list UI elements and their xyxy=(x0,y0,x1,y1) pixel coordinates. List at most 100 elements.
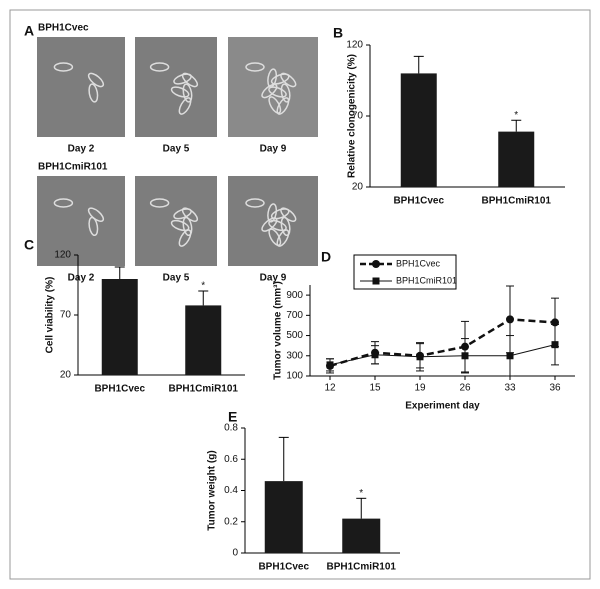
cell xyxy=(268,219,287,232)
y-axis-label: Tumor volume (mm³) xyxy=(273,281,284,380)
marker xyxy=(371,351,379,359)
y-axis-label: Tumor weight (g) xyxy=(207,450,218,530)
cell xyxy=(267,203,278,223)
x-tick-label: 12 xyxy=(324,383,336,394)
legend-box xyxy=(353,254,457,290)
y-axis-label: Cell viability (%) xyxy=(45,277,56,354)
annotation: * xyxy=(514,110,518,121)
cell xyxy=(53,62,74,72)
cell xyxy=(261,217,278,232)
bar xyxy=(342,518,381,553)
cell xyxy=(268,96,282,114)
panel-letter: C xyxy=(24,237,34,253)
group-label: BPH1CmiR101 xyxy=(38,162,108,173)
series-line xyxy=(329,318,556,368)
y-tick-label: 0 xyxy=(232,548,238,559)
y-tick-label: 700 xyxy=(286,310,303,321)
cell xyxy=(267,68,278,88)
cell xyxy=(280,83,291,103)
x-tick-label: BPH1CmiR101 xyxy=(482,196,552,207)
y-axis-label: Relative clonogenicity (%) xyxy=(347,54,358,178)
y-tick-label: 120 xyxy=(54,250,71,261)
x-tick-label: BPH1CmiR101 xyxy=(169,384,239,395)
cell xyxy=(88,83,99,103)
cell xyxy=(178,229,192,247)
marker xyxy=(326,361,334,369)
marker xyxy=(372,260,380,268)
cell xyxy=(270,73,290,85)
y-tick-label: 300 xyxy=(286,350,303,361)
panel-letter: D xyxy=(321,249,331,265)
x-axis-label: Experiment day xyxy=(405,401,480,412)
y-tick-label: 20 xyxy=(60,370,72,381)
bar xyxy=(264,481,303,553)
cell xyxy=(268,86,287,98)
y-tick-label: 0.6 xyxy=(224,454,238,465)
x-tick-label: 15 xyxy=(369,383,381,394)
y-tick-label: 900 xyxy=(286,290,303,301)
marker xyxy=(506,315,514,324)
day-label: Day 5 xyxy=(163,273,190,284)
cell xyxy=(88,216,99,237)
marker xyxy=(416,353,424,361)
panel-letter: A xyxy=(24,23,34,39)
micrograph xyxy=(37,37,125,137)
cell xyxy=(182,83,193,103)
bar xyxy=(400,73,437,187)
annotation: * xyxy=(359,488,363,499)
x-tick-label: BPH1Cvec xyxy=(393,196,444,207)
y-tick-label: 500 xyxy=(286,330,303,341)
annotation: * xyxy=(201,281,205,292)
y-tick-label: 0.4 xyxy=(224,485,238,496)
cell xyxy=(280,216,291,237)
day-label: Day 9 xyxy=(260,144,287,155)
cell xyxy=(87,72,105,88)
cell xyxy=(173,73,192,85)
micrograph xyxy=(37,176,125,266)
x-tick-label: 19 xyxy=(414,383,426,394)
cell xyxy=(149,198,170,208)
marker xyxy=(551,341,559,349)
day-label: Day 9 xyxy=(260,273,287,284)
y-tick-label: 0.2 xyxy=(224,516,238,527)
y-tick-label: 0.8 xyxy=(224,423,238,434)
group-label: BPH1Cvec xyxy=(38,23,89,34)
cell xyxy=(170,219,190,232)
cell xyxy=(173,208,192,220)
cell xyxy=(245,62,265,72)
legend-label: BPH1CmiR101 xyxy=(396,275,457,285)
cell xyxy=(261,83,278,99)
bar xyxy=(498,131,535,187)
cell xyxy=(245,198,265,208)
marker xyxy=(461,352,469,360)
y-tick-label: 120 xyxy=(346,40,363,51)
bar xyxy=(185,305,222,375)
cell xyxy=(170,86,190,98)
day-label: Day 2 xyxy=(68,273,95,284)
series-line xyxy=(329,344,556,366)
cell xyxy=(178,97,192,115)
cell xyxy=(53,198,74,208)
y-tick-label: 70 xyxy=(352,111,364,122)
x-tick-label: BPH1Cvec xyxy=(94,384,145,395)
cell xyxy=(270,208,290,220)
day-label: Day 2 xyxy=(68,144,95,155)
panel-letter: B xyxy=(333,25,343,41)
marker xyxy=(372,277,380,285)
panel-letter: E xyxy=(228,409,237,425)
y-tick-label: 100 xyxy=(286,371,303,382)
y-tick-label: 20 xyxy=(352,182,364,193)
x-tick-label: 36 xyxy=(549,383,561,394)
bar xyxy=(101,279,138,375)
y-tick-label: 70 xyxy=(60,310,72,321)
x-tick-label: 33 xyxy=(504,383,516,394)
x-tick-label: BPH1Cvec xyxy=(258,562,309,573)
legend-label: BPH1Cvec xyxy=(396,258,441,268)
marker xyxy=(506,352,514,360)
x-tick-label: 26 xyxy=(459,383,471,394)
x-tick-label: BPH1CmiR101 xyxy=(327,562,397,573)
frame xyxy=(9,9,591,580)
day-label: Day 5 xyxy=(163,144,190,155)
cell xyxy=(149,62,170,72)
